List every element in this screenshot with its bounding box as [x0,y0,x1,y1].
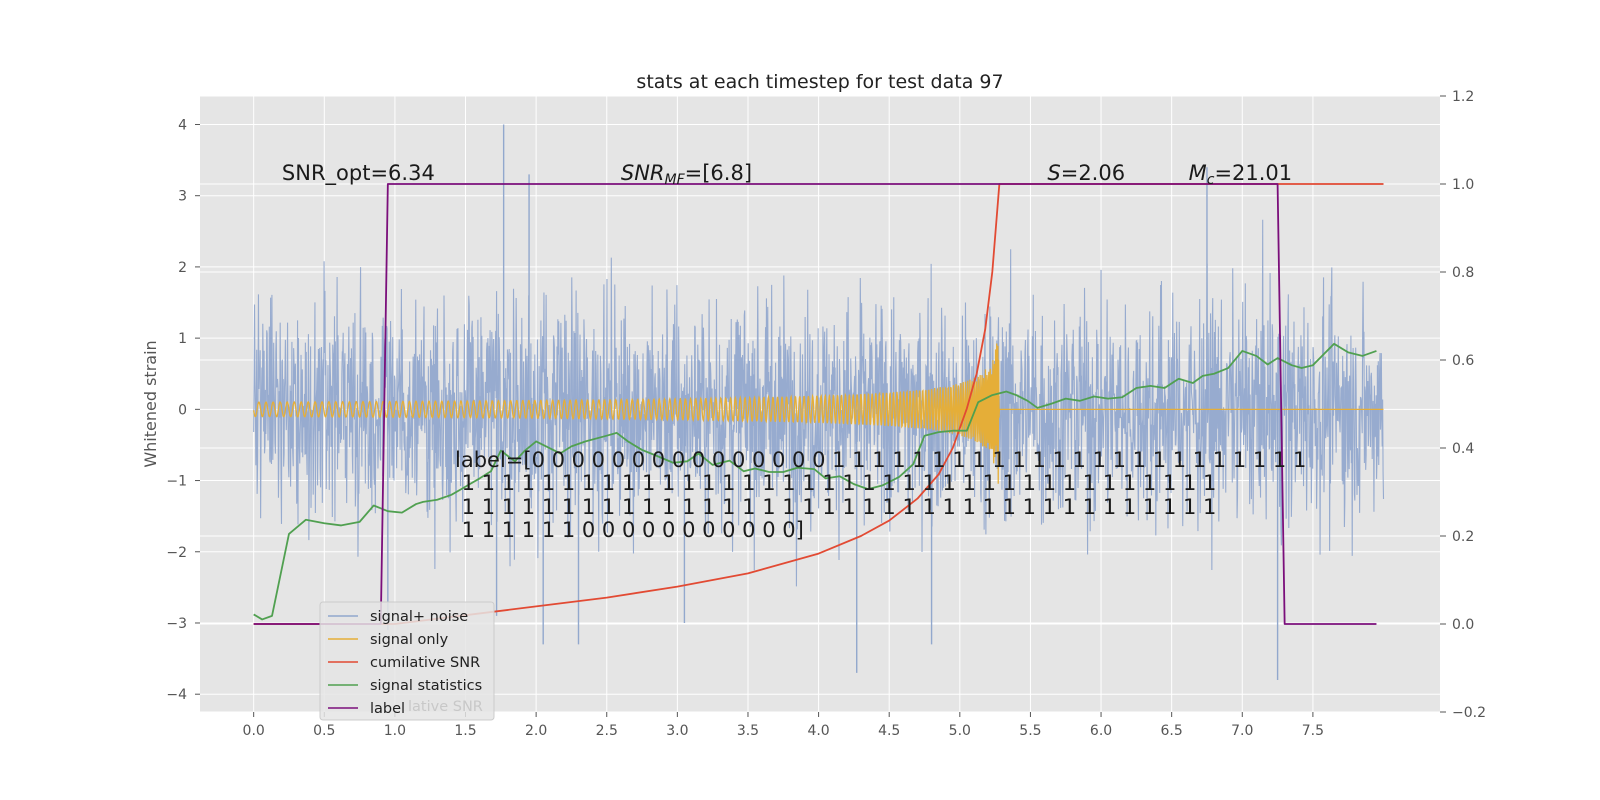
y-right-tick-label: 1.2 [1452,89,1474,105]
x-tick-label: 4.0 [807,723,829,739]
signal-statistics-line [253,342,1377,621]
x-tick-label: 0.0 [243,723,265,739]
x-tick-label: 5.5 [1019,723,1041,739]
annotations: SNR_opt=6.34 SNRMF=[6.8] S=2.06 Mc=21.01 [282,161,1292,188]
y-right-tick-label: 0.2 [1452,529,1474,545]
x-tick-label: 7.0 [1231,723,1253,739]
cumulative-snr-line [253,183,1384,625]
legend-entry: cumilative SNR [370,655,480,671]
label-text-line: 1 1 1 1 1 1 0 0 0 0 0 0 0 0 0 0 0] [455,518,804,542]
x-tick-label: 3.5 [737,723,759,739]
y-axis-label: Whitened strain [141,340,160,467]
y-tick-label: −2 [166,545,187,561]
y-right-tick-label: 0.6 [1452,353,1474,369]
y-right-tick-label: 0.4 [1452,441,1474,457]
x-tick-label: 1.5 [454,723,476,739]
x-tick-label: 1.0 [384,723,406,739]
y-tick-label: 1 [178,331,187,347]
annotation-text: SNRMF=[6.8] [621,161,752,188]
x-tick-label: 6.5 [1161,723,1183,739]
y-tick-label: −3 [166,616,187,632]
axis-ticks: 0.0 0.5 1.0 1.5 2.0 2.5 3.0 3.5 4.0 4.5 5.0 5.5 6.0 6… [166,89,1486,739]
y-tick-label: −1 [166,474,187,490]
y-tick-label: 3 [178,189,187,205]
y-tick-label: 2 [178,260,187,276]
x-tick-label: 3.0 [666,723,688,739]
x-tick-label: 5.0 [949,723,971,739]
y-tick-label: 4 [178,117,187,133]
y-right-tick-label: 1.0 [1452,177,1474,193]
label-array-text: label=[0 0 0 0 0 0 0 0 0 0 0 0 0 0 0 1 1… [455,448,1306,542]
annotation-text: SNR_opt=6.34 [282,161,435,186]
x-tick-label: 0.5 [313,723,335,739]
x-tick-label: 7.5 [1302,723,1324,739]
y-tick-label: −4 [166,687,187,703]
x-tick-label: 2.0 [525,723,547,739]
legend-entry: label [370,701,405,717]
signal-noise-spikes [387,124,1279,680]
legend-entry: signal statistics [370,678,482,694]
label-text-line: 1 1 1 1 1 1 1 1 1 1 1 1 1 1 1 1 1 1 1 1 … [455,471,1216,495]
legend: lative SNR signal+ noise signal only cum… [319,601,495,721]
label-text-line: label=[0 0 0 0 0 0 0 0 0 0 0 0 0 0 0 1 1… [455,448,1306,472]
legend-entry: signal+ noise [370,609,468,625]
legend-box [319,601,495,721]
signal-only-line [253,343,1384,484]
x-tick-label: 2.5 [596,723,618,739]
signal-only-series [253,343,1384,484]
x-tick-label: 6.0 [1090,723,1112,739]
annotation-text: S=2.06 [1047,161,1125,185]
y-right-tick-label: 0.8 [1452,265,1474,281]
annotation-text: Mc=21.01 [1189,161,1293,188]
x-tick-label: 4.5 [878,723,900,739]
y-tick-label: 0 [178,402,187,418]
y-right-tick-label: 0.0 [1452,617,1474,633]
legend-ghost-text: lative SNR [408,699,483,715]
label-text-line: 1 1 1 1 1 1 1 1 1 1 1 1 1 1 1 1 1 1 1 1 … [455,495,1216,519]
legend-entry: signal only [370,632,449,648]
y-right-tick-label: −0.2 [1452,705,1486,721]
chart-title: stats at each timestep for test data 97 [636,71,1003,93]
